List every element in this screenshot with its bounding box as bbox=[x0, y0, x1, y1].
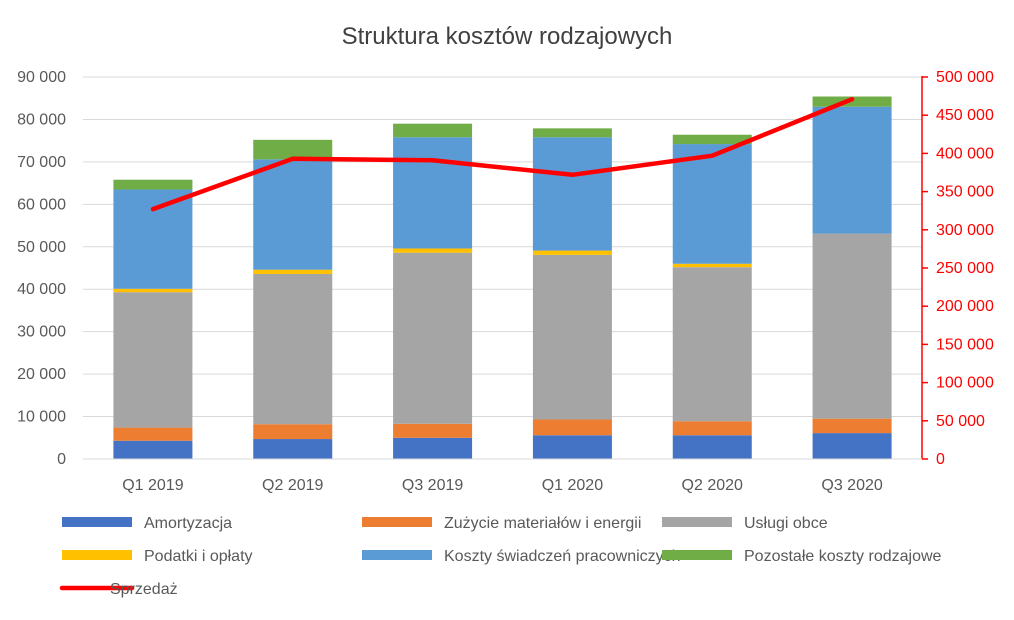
bar-segment bbox=[812, 233, 892, 419]
bar-segment bbox=[113, 189, 193, 289]
bar-segment bbox=[393, 252, 473, 424]
y-tick-label: 90 000 bbox=[17, 69, 66, 86]
y2-tick-label: 100 000 bbox=[936, 375, 994, 392]
x-tick-label: Q1 2020 bbox=[542, 477, 603, 494]
bar-segment bbox=[393, 248, 473, 253]
x-tick-label: Q3 2019 bbox=[402, 477, 463, 494]
bar-segment bbox=[532, 250, 612, 255]
legend-label: Podatki i opłaty bbox=[144, 548, 253, 565]
bars bbox=[113, 96, 892, 459]
bar-segment bbox=[253, 273, 333, 425]
bar-segment bbox=[393, 137, 473, 249]
legend: Amortyzacja Zużycie materiałów i energii U… bbox=[59, 515, 942, 598]
legend-label: Pozostałe koszty rodzajowe bbox=[744, 548, 942, 565]
bar-segment bbox=[113, 288, 193, 293]
bar-segment bbox=[532, 128, 612, 138]
x-tick-label: Q1 2019 bbox=[122, 477, 183, 494]
sales-line bbox=[150, 96, 855, 212]
bar-segment bbox=[253, 439, 333, 459]
y2-tick-label: 450 000 bbox=[936, 107, 994, 124]
y2-tick-label: 0 bbox=[936, 451, 945, 468]
chart-title: Struktura kosztów rodzajowych bbox=[342, 23, 673, 50]
bar-segment bbox=[253, 139, 333, 160]
y-tick-label: 40 000 bbox=[17, 281, 66, 298]
legend-swatch bbox=[62, 517, 132, 527]
legend-label: Zużycie materiałów i energii bbox=[444, 515, 641, 532]
bar-segment bbox=[113, 292, 193, 428]
legend-swatch bbox=[362, 517, 432, 527]
legend-swatch bbox=[662, 550, 732, 560]
bar-segment bbox=[113, 440, 193, 459]
y-tick-label: 30 000 bbox=[17, 324, 66, 341]
bar-segment bbox=[672, 144, 752, 264]
bar-segment bbox=[253, 269, 333, 274]
legend-swatch bbox=[62, 550, 132, 560]
y-tick-label: 60 000 bbox=[17, 196, 66, 213]
bar-segment bbox=[672, 421, 752, 436]
y-tick-label: 80 000 bbox=[17, 111, 66, 128]
bar-segment bbox=[812, 418, 892, 434]
sales-line-path bbox=[150, 96, 855, 212]
bar-segment bbox=[672, 267, 752, 422]
bar-segment bbox=[253, 159, 333, 270]
y2-tick-label: 500 000 bbox=[936, 69, 994, 86]
y-tick-label: 0 bbox=[57, 451, 66, 468]
y2-tick-label: 400 000 bbox=[936, 145, 994, 162]
y-tick-label: 20 000 bbox=[17, 366, 66, 383]
gridlines bbox=[83, 76, 922, 460]
bar-segment bbox=[812, 96, 892, 107]
y-tick-label: 50 000 bbox=[17, 239, 66, 256]
bar-segment bbox=[532, 254, 612, 420]
legend-label: Amortyzacja bbox=[144, 515, 232, 532]
bar-segment bbox=[672, 134, 752, 145]
y-tick-label: 10 000 bbox=[17, 409, 66, 426]
legend-swatch bbox=[662, 517, 732, 527]
legend-label: Usługi obce bbox=[744, 515, 828, 532]
legend-label: Sprzedaż bbox=[110, 581, 178, 598]
bar-segment bbox=[393, 123, 473, 138]
bar-segment bbox=[532, 137, 612, 251]
y2-tick-label: 50 000 bbox=[936, 413, 985, 430]
bar-segment bbox=[113, 179, 193, 190]
bar-segment bbox=[672, 263, 752, 268]
x-tick-label: Q2 2020 bbox=[682, 477, 743, 494]
x-tick-label: Q3 2020 bbox=[821, 477, 882, 494]
y2-tick-label: 150 000 bbox=[936, 336, 994, 353]
bar-segment bbox=[672, 435, 752, 459]
bar-segment bbox=[253, 424, 333, 440]
y-tick-label: 70 000 bbox=[17, 154, 66, 171]
x-tick-label: Q2 2019 bbox=[262, 477, 323, 494]
bar-segment bbox=[393, 423, 473, 438]
legend-swatch bbox=[362, 550, 432, 560]
y2-tick-label: 300 000 bbox=[936, 222, 994, 239]
axes: 0 10 000 20 000 30 000 40 000 50 000 60 000 70 … bbox=[17, 69, 994, 494]
y2-tick-label: 350 000 bbox=[936, 184, 994, 201]
bar-segment bbox=[812, 433, 892, 459]
y2-tick-label: 200 000 bbox=[936, 298, 994, 315]
bar-segment bbox=[393, 437, 473, 459]
bar-segment bbox=[532, 419, 612, 436]
y2-tick-label: 250 000 bbox=[936, 260, 994, 277]
bar-segment bbox=[113, 427, 193, 441]
bar-segment bbox=[812, 106, 892, 234]
legend-label: Koszty świadczeń pracowniczych bbox=[444, 548, 681, 565]
bar-segment bbox=[532, 435, 612, 459]
